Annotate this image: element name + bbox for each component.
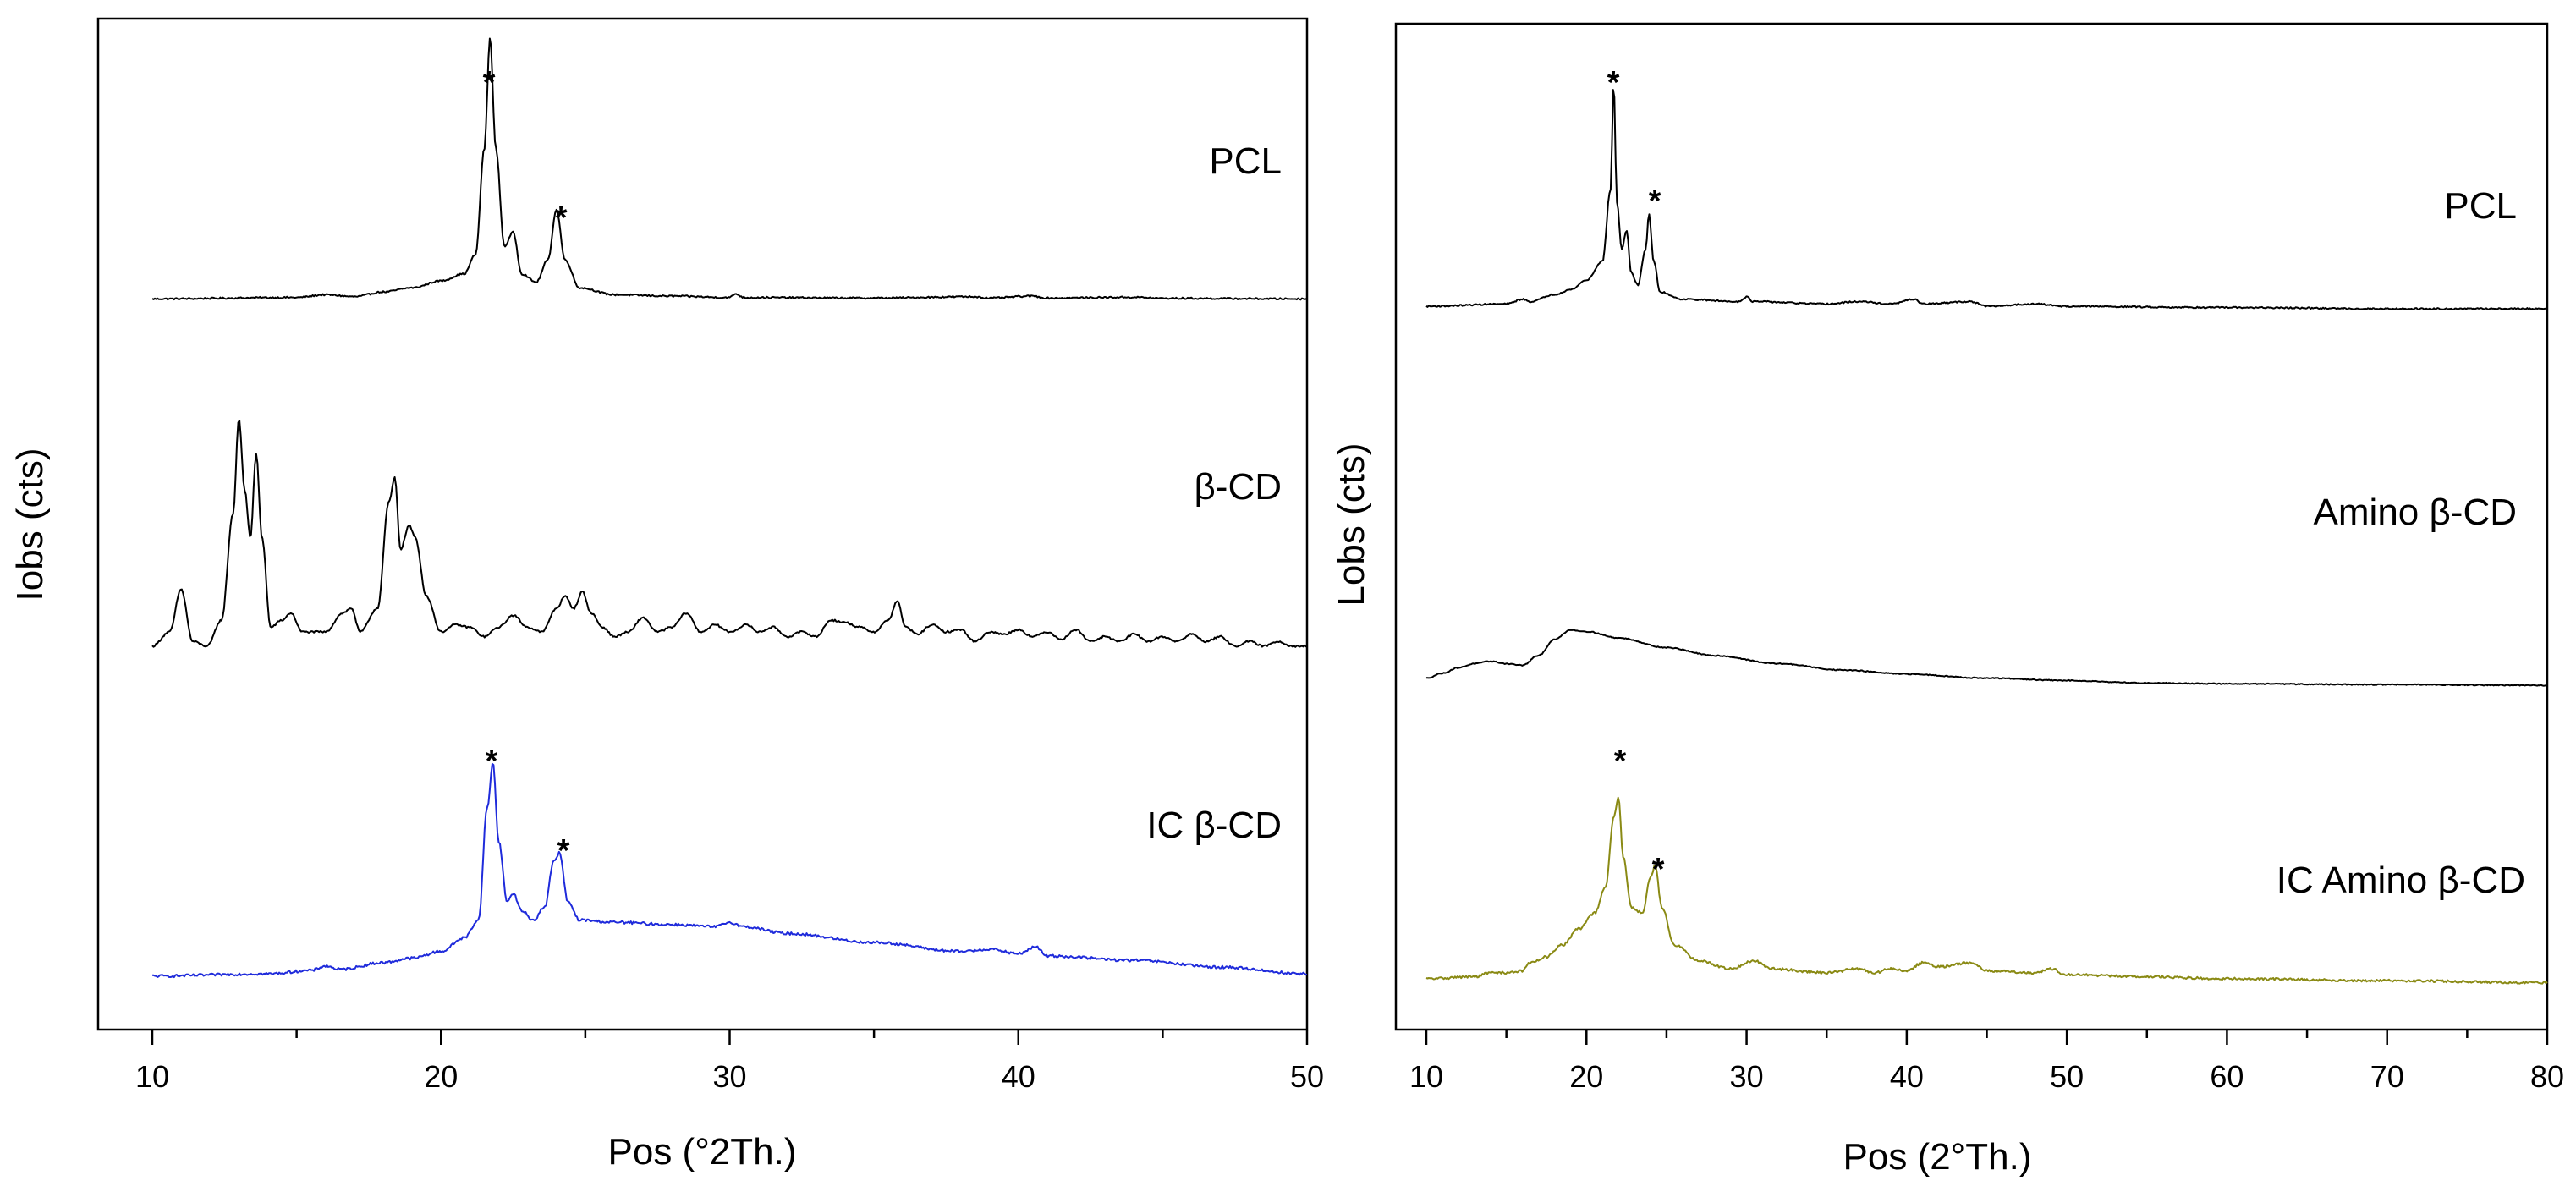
left-x-tick-label-30: 30 [712, 1059, 746, 1094]
left-peak-marker-pcl-2: * [555, 200, 568, 236]
left-x-tick-label-50: 50 [1290, 1059, 1324, 1094]
right-x-tick-label-40: 40 [1890, 1059, 1924, 1094]
right-trace-amino-beta-cd [1425, 629, 2548, 687]
right-x-tick-label-10: 10 [1409, 1059, 1443, 1094]
left-peak-marker-pcl-1: * [483, 65, 496, 101]
right-series-label-pcl: PCL [2444, 185, 2517, 227]
right-peak-marker-ic-1: * [1614, 744, 1627, 779]
left-x-tick-label-40: 40 [1002, 1059, 1035, 1094]
left-x-ticks [151, 1030, 1309, 1045]
left-x-tick-labels: 10 20 30 40 50 [135, 1059, 1324, 1094]
right-peak-marker-pcl-1: * [1607, 65, 1620, 101]
left-x-axis-label: Pos (°2Th.) [608, 1131, 797, 1173]
right-x-tick-label-50: 50 [2050, 1059, 2084, 1094]
right-peak-marker-ic-2: * [1652, 852, 1665, 887]
right-panel: 10 20 30 40 50 60 70 80 Pos (2°Th.) Lobs (cts) … [1331, 22, 2564, 1178]
right-series-label-amino-beta-cd: Amino β-CD [2314, 492, 2517, 533]
left-y-axis-label: Iobs (cts) [9, 448, 51, 602]
left-series-label-ic-beta-cd: IC β-CD [1146, 805, 1282, 846]
right-plot-frame [1394, 22, 2549, 1031]
left-x-tick-label-20: 20 [424, 1059, 458, 1094]
right-x-tick-label-70: 70 [2370, 1059, 2404, 1094]
left-trace-ic-beta-cd [152, 762, 1308, 979]
right-x-tick-label-30: 30 [1730, 1059, 1764, 1094]
left-plot-frame [96, 17, 1309, 1031]
right-x-tick-labels: 10 20 30 40 50 60 70 80 [1409, 1059, 2564, 1094]
right-y-axis-label: Lobs (cts) [1331, 442, 1372, 606]
right-series-label-ic-amino-beta-cd: IC Amino β-CD [2277, 860, 2525, 901]
right-trace-ic-amino-beta-cd [1425, 796, 2548, 985]
right-peak-marker-pcl-2: * [1649, 184, 1661, 219]
left-trace-pcl [151, 37, 1308, 301]
right-traces [1425, 89, 2548, 985]
right-x-ticks [1425, 1030, 2549, 1045]
left-panel: 10 20 30 40 50 Pos (°2Th.) Iobs (cts) PCL β-… [9, 17, 1324, 1173]
right-x-axis-label: Pos (2°Th.) [1843, 1136, 2032, 1178]
left-peak-marker-ic-2: * [557, 833, 570, 869]
left-x-tick-label-10: 10 [135, 1059, 169, 1094]
left-peak-marker-ic-1: * [486, 744, 498, 779]
right-x-tick-label-80: 80 [2530, 1059, 2564, 1094]
left-series-label-beta-cd: β-CD [1194, 466, 1282, 508]
right-x-tick-label-20: 20 [1569, 1059, 1603, 1094]
right-x-tick-label-60: 60 [2210, 1059, 2244, 1094]
left-traces [151, 37, 1308, 979]
left-series-label-pcl: PCL [1209, 140, 1282, 182]
left-trace-beta-cd [151, 420, 1308, 648]
right-trace-pcl [1425, 89, 2547, 310]
